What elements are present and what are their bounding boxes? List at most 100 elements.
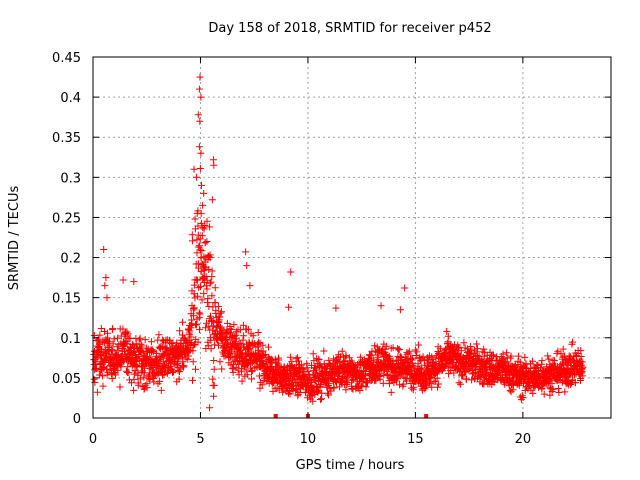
- data-point: [200, 189, 208, 197]
- data-point: [102, 335, 110, 343]
- data-point: [501, 380, 509, 388]
- data-point: [486, 356, 493, 364]
- data-point: [577, 353, 585, 360]
- data-point: [315, 356, 323, 364]
- data-point: [201, 222, 209, 229]
- data-point: [549, 385, 557, 393]
- data-point: [206, 404, 213, 412]
- data-point: [205, 223, 213, 231]
- data-point: [386, 380, 393, 388]
- data-point: [389, 344, 397, 352]
- data-point: [128, 341, 136, 348]
- data-point: [197, 149, 205, 157]
- data-point: [232, 328, 240, 336]
- data-point: [240, 332, 248, 340]
- data-point: [207, 278, 215, 286]
- data-point: [100, 246, 108, 253]
- data-point: [136, 334, 144, 342]
- data-point: [96, 331, 104, 339]
- data-point: [95, 371, 103, 379]
- data-point: [208, 196, 216, 204]
- data-point: [405, 347, 413, 355]
- data-point: [188, 231, 196, 239]
- data-point: [555, 389, 563, 396]
- data-point: [260, 352, 268, 360]
- data-point: [189, 342, 197, 350]
- data-point: [208, 267, 216, 275]
- data-point: [210, 365, 218, 373]
- data-point: [114, 366, 122, 374]
- data-point: [466, 343, 474, 350]
- data-point: [243, 371, 251, 379]
- data-point: [215, 341, 222, 349]
- data-point: [463, 375, 470, 383]
- data-point: [356, 387, 364, 394]
- data-point: [197, 93, 205, 101]
- data-point: [157, 386, 165, 394]
- data-point: [357, 382, 365, 390]
- data-point: [138, 342, 146, 350]
- data-point: [196, 165, 204, 172]
- data-point: [119, 276, 127, 284]
- x-tick-label: 20: [515, 432, 532, 447]
- data-point: [246, 345, 254, 353]
- data-point: [155, 331, 163, 339]
- data-point: [108, 375, 116, 383]
- data-point: [571, 379, 579, 387]
- data-point: [217, 323, 224, 331]
- data-point: [249, 332, 257, 340]
- zero-marker: [424, 414, 429, 418]
- data-point: [342, 352, 350, 360]
- data-point: [156, 377, 164, 385]
- data-point: [205, 253, 213, 261]
- data-point: [135, 352, 143, 360]
- data-point: [490, 378, 498, 386]
- data-point: [567, 381, 575, 388]
- data-point: [480, 345, 488, 353]
- data-point: [130, 278, 138, 286]
- data-point: [196, 310, 204, 318]
- data-point: [489, 352, 497, 360]
- data-point: [195, 309, 203, 317]
- data-point: [193, 173, 201, 181]
- data-point: [335, 383, 343, 391]
- data-point: [218, 365, 226, 373]
- data-point: [470, 369, 478, 377]
- data-point: [445, 370, 453, 378]
- data-point: [234, 366, 242, 374]
- data-point: [123, 340, 131, 348]
- data-point: [201, 324, 209, 332]
- data-point: [97, 325, 105, 332]
- data-point: [416, 365, 424, 373]
- chart-title: Day 158 of 2018, SRMTID for receiver p45…: [208, 21, 491, 36]
- data-point: [364, 379, 371, 387]
- data-point: [137, 340, 145, 348]
- data-point: [239, 336, 247, 344]
- data-point: [381, 345, 389, 353]
- data-point: [207, 345, 215, 353]
- zero-marker: [273, 414, 278, 418]
- data-point: [196, 73, 204, 81]
- data-point: [200, 225, 208, 233]
- data-point: [377, 302, 385, 310]
- data-point: [523, 365, 531, 372]
- data-point: [194, 276, 202, 284]
- x-tick-label: 10: [300, 432, 317, 447]
- data-point: [203, 217, 211, 225]
- x-axis-label: GPS time / hours: [296, 458, 405, 473]
- data-point: [206, 254, 214, 262]
- data-point: [147, 338, 155, 346]
- data-point: [227, 329, 235, 337]
- data-point: [199, 201, 207, 209]
- data-point: [456, 380, 464, 388]
- data-point: [211, 284, 219, 292]
- data-point: [90, 375, 98, 383]
- plot-frame: [92, 56, 612, 419]
- data-point: [196, 117, 204, 125]
- data-point: [396, 381, 404, 389]
- data-point: [320, 347, 328, 355]
- data-point: [132, 340, 140, 348]
- data-point: [179, 358, 187, 366]
- data-point: [540, 390, 548, 398]
